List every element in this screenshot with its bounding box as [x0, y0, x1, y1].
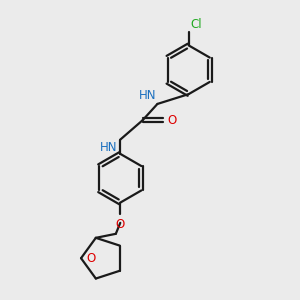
Text: O: O [116, 218, 125, 231]
Text: O: O [167, 114, 176, 127]
Text: HN: HN [100, 141, 117, 154]
Text: Cl: Cl [190, 17, 202, 31]
Text: O: O [86, 252, 96, 265]
Text: HN: HN [138, 88, 156, 102]
